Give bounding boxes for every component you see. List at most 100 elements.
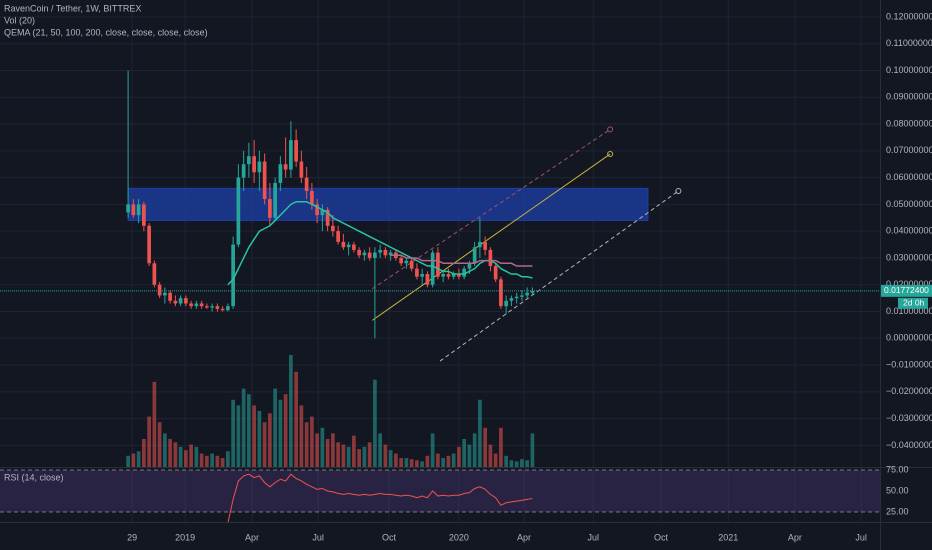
candle-body [378,249,382,253]
candle-body [310,190,314,205]
last-price-box [881,284,932,297]
main-pane [0,70,880,467]
volume-bar [520,459,524,467]
candle-body [336,231,340,242]
volume-bar [483,427,487,467]
candle-body [488,249,493,266]
candle-body [273,182,277,218]
candle-body [467,263,472,269]
x-tick-label: Apr [788,532,802,542]
volume-bar [278,399,283,467]
candle-body [205,306,209,308]
trend-line [371,153,611,321]
volume-bar [362,446,367,467]
volume-bar [310,416,314,467]
candle-body [509,298,514,301]
candle-body [514,296,519,299]
y-tick-label: −0.03000000 [886,413,932,423]
candle-body [525,292,529,296]
volume-bar [325,439,330,467]
volume-bar [262,422,267,467]
rsi-band [0,470,880,512]
volume-bar [341,444,346,467]
candle-body [436,252,440,277]
x-tick-label: Oct [382,532,397,542]
volume-bar [220,458,225,467]
y-tick-label: 0.06000000 [886,172,932,182]
candle-body [262,161,267,200]
volume-bar [252,405,256,467]
volume-bar [331,433,335,467]
volume-bar [394,453,398,467]
candle-body [194,303,199,307]
zone [127,187,649,221]
candle-body [163,292,167,296]
candle-body [126,204,130,213]
y-tick-label: −0.01000000 [886,359,932,369]
candle-body [446,274,451,277]
candle-body [199,303,204,307]
volume-bar [415,460,419,467]
x-tick-label: 2021 [718,532,738,542]
volume-bar [530,433,535,467]
candle-body [184,298,188,304]
x-tick-label: Apr [245,532,259,542]
volume-bar [304,422,309,467]
volume-bar [493,453,498,467]
volume-bar [409,459,414,467]
candle-body [331,225,335,232]
candle-body [325,209,330,226]
volume-bar [462,439,466,467]
volume-bar [268,413,272,467]
y-tick-label: 0.11000000 [886,38,932,48]
volume-bar [283,394,288,467]
rsi-tick-label: 50.00 [886,485,909,495]
volume-bar [388,450,393,467]
candle-body [441,274,445,277]
indicator-label: QEMA (21, 50, 100, 200, close, close, cl… [4,27,208,37]
candle-body [399,257,403,264]
candle-body [142,204,146,226]
y-tick-label: −0.02000000 [886,386,932,396]
volume-bar [346,446,351,467]
y-tick-label: 0.12000000 [886,11,932,21]
candle-body [472,247,477,264]
volume-bar [446,455,451,467]
volume-bar [241,388,246,467]
volume-bar [399,458,403,467]
candle-body [504,300,508,307]
volume-bar [136,451,141,467]
countdown-label: 2d 0h [903,298,925,308]
trend-handle [675,187,682,194]
volume-bar [147,416,151,467]
candle-body [215,306,220,309]
volume-bar [378,433,382,467]
volume-bar [289,355,293,467]
last-price-label: 0.01772400 [884,285,929,295]
candle-body [373,252,377,258]
candle-body [299,161,304,178]
candle-body [152,263,157,285]
volume-bar [367,442,372,467]
volume-bar [163,433,167,467]
volume-bar [294,371,298,467]
candle-body [357,249,361,256]
candle-body [231,244,235,307]
y-tick-label: 0.03000000 [886,252,932,262]
candle-body [462,268,466,277]
volume-bar [157,422,162,467]
candle-body [457,274,461,277]
volume-bar [257,411,262,467]
volume-bar [488,444,493,467]
volume-bar [236,405,241,467]
volume-bar [168,439,172,467]
y-tick-label: 0.00000000 [886,333,932,343]
candle-body [178,298,183,304]
volume-bar [451,453,456,467]
volume-bar [509,460,514,467]
x-tick-label: 2019 [175,532,195,542]
candle-body [451,274,456,277]
volume-bar [514,461,519,467]
volume-bar [457,446,461,467]
